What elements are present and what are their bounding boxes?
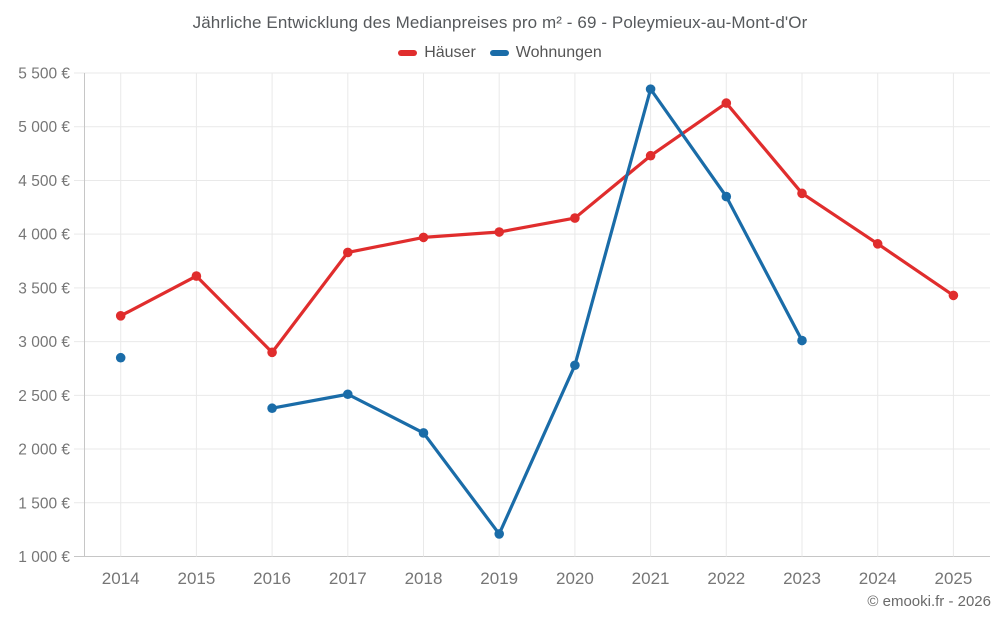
footer-credit: © emooki.fr - 2026 — [867, 593, 991, 610]
svg-text:2023: 2023 — [783, 569, 821, 588]
svg-text:5 500 €: 5 500 € — [18, 66, 70, 83]
svg-text:2016: 2016 — [253, 569, 291, 588]
legend-label-hauser: Häuser — [424, 44, 476, 61]
data-point-wohnungen-2018[interactable] — [418, 428, 429, 438]
data-point-häuser-2014[interactable] — [115, 311, 126, 321]
chart-title: Jährliche Entwicklung des Medianpreises … — [192, 13, 808, 32]
data-point-wohnungen-2019[interactable] — [494, 529, 505, 539]
svg-text:1 500 €: 1 500 € — [18, 495, 70, 512]
svg-text:2019: 2019 — [480, 569, 518, 588]
data-point-häuser-2016[interactable] — [267, 347, 277, 358]
series-häuser — [115, 98, 959, 358]
legend-item-wohnungen[interactable]: Wohnungen — [489, 44, 602, 62]
svg-text:2020: 2020 — [556, 569, 594, 588]
svg-text:2015: 2015 — [177, 569, 215, 588]
data-point-wohnungen-2021[interactable] — [645, 84, 656, 94]
data-point-häuser-2022[interactable] — [721, 98, 732, 108]
data-point-häuser-2015[interactable] — [191, 271, 202, 281]
legend-item-hauser[interactable]: Häuser — [398, 44, 476, 62]
svg-text:5 000 €: 5 000 € — [18, 119, 70, 136]
svg-text:2024: 2024 — [859, 569, 897, 588]
svg-text:2017: 2017 — [329, 569, 367, 588]
svg-text:2022: 2022 — [707, 569, 745, 588]
data-point-wohnungen-2017[interactable] — [343, 389, 353, 400]
svg-text:1 000 €: 1 000 € — [18, 549, 70, 566]
svg-text:2014: 2014 — [102, 569, 140, 588]
svg-text:2018: 2018 — [405, 569, 443, 588]
svg-text:3 000 €: 3 000 € — [18, 334, 70, 351]
data-point-häuser-2019[interactable] — [494, 227, 505, 237]
svg-text:2 000 €: 2 000 € — [18, 442, 70, 459]
data-point-häuser-2023[interactable] — [797, 188, 807, 199]
svg-text:2 500 €: 2 500 € — [18, 388, 70, 405]
series-wohnungen — [115, 84, 807, 539]
x-axis-labels: 2014 2015 2016 2017 2018 2019 2020 2021 2022 2023… — [102, 569, 973, 588]
data-point-häuser-2018[interactable] — [418, 232, 429, 243]
data-point-wohnungen-2022[interactable] — [721, 191, 732, 202]
legend-swatch-wohnungen-icon — [489, 50, 509, 56]
data-point-häuser-2025[interactable] — [948, 290, 959, 301]
data-point-häuser-2020[interactable] — [570, 213, 580, 223]
gridlines — [74, 72, 990, 557]
data-point-wohnungen-2014[interactable] — [115, 352, 126, 363]
legend-label-wohnungen: Wohnungen — [515, 44, 602, 61]
data-point-wohnungen-2016[interactable] — [267, 403, 277, 414]
svg-text:2021: 2021 — [632, 569, 670, 588]
data-point-häuser-2024[interactable] — [872, 239, 883, 249]
chart-legend: Häuser Wohnungen — [0, 44, 1000, 62]
svg-text:3 500 €: 3 500 € — [18, 280, 70, 297]
data-point-häuser-2017[interactable] — [343, 247, 353, 258]
data-point-häuser-2021[interactable] — [645, 150, 656, 161]
legend-swatch-hauser-icon — [398, 50, 418, 56]
svg-text:2025: 2025 — [934, 569, 972, 588]
data-point-wohnungen-2023[interactable] — [797, 335, 807, 346]
svg-text:4 500 €: 4 500 € — [18, 173, 70, 190]
data-point-wohnungen-2020[interactable] — [570, 360, 580, 371]
y-axis-labels: 1 000 € 1 500 € 2 000 € 2 500 € 3 000 € 3 500… — [18, 66, 70, 567]
svg-text:4 000 €: 4 000 € — [18, 227, 70, 244]
